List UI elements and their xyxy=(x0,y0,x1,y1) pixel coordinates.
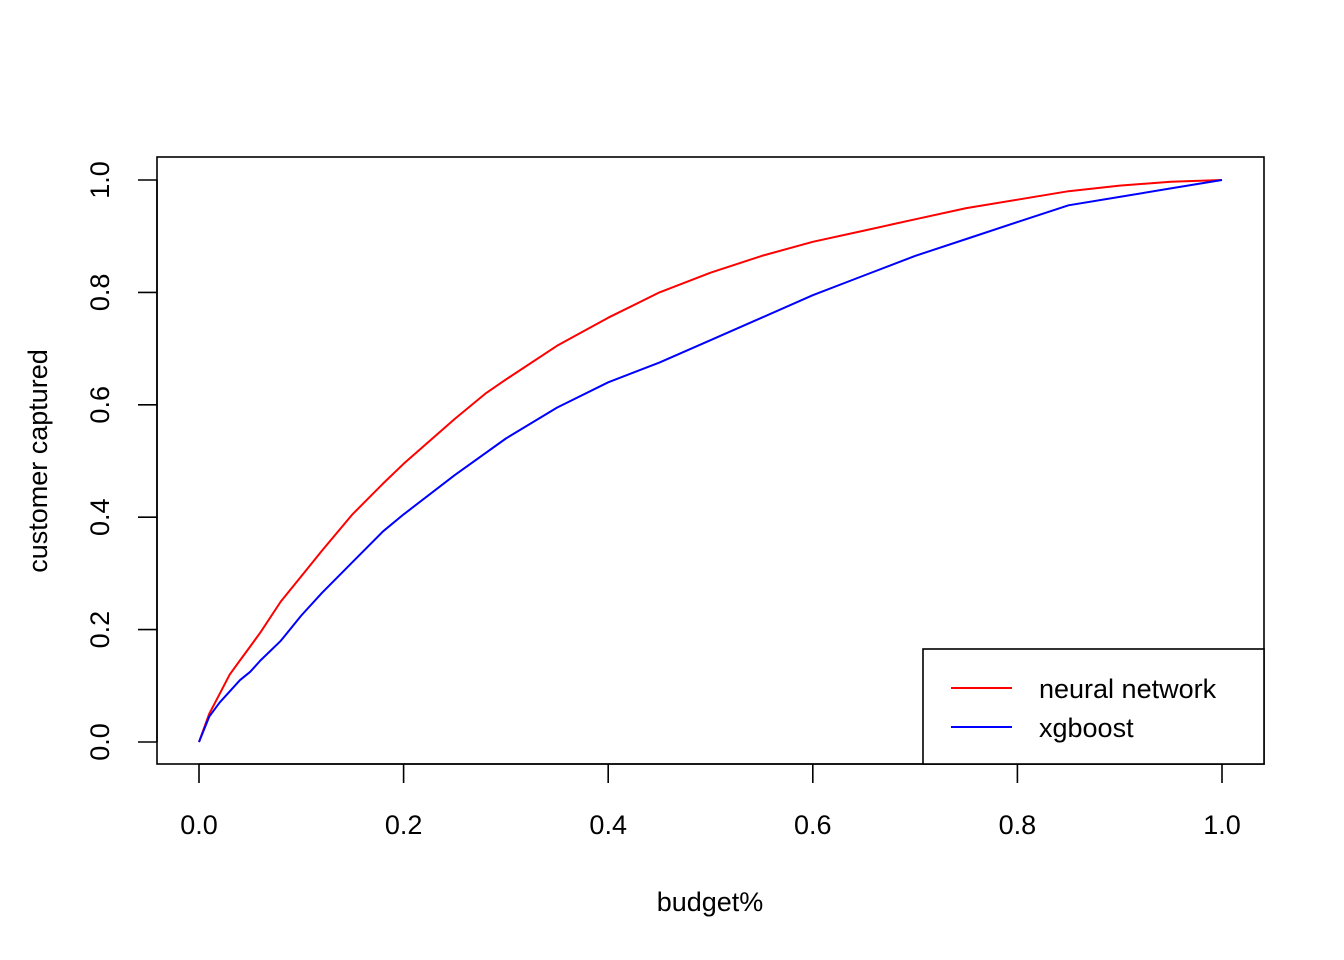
x-tick-label: 1.0 xyxy=(1203,810,1241,840)
legend-label-xgboost: xgboost xyxy=(1039,713,1134,743)
legend: neural network xgboost xyxy=(922,648,1265,765)
y-tick-label: 0.2 xyxy=(85,611,115,649)
legend-box xyxy=(922,648,1265,765)
y-axis-title: customer captured xyxy=(23,349,53,573)
x-axis: 0.0 0.2 0.4 0.6 0.8 1.0 xyxy=(180,763,1241,840)
series-layer xyxy=(198,179,1223,743)
x-tick-label: 0.0 xyxy=(180,810,218,840)
x-tick-label: 0.2 xyxy=(385,810,423,840)
y-tick-label: 0.4 xyxy=(85,498,115,536)
y-tick-label: 1.0 xyxy=(85,161,115,199)
x-tick-label: 0.6 xyxy=(794,810,832,840)
y-tick-label: 0.6 xyxy=(85,386,115,424)
series-line-xgboost xyxy=(198,179,1223,743)
x-axis-title: budget% xyxy=(657,887,764,917)
y-axis: 0.0 0.2 0.4 0.6 0.8 1.0 xyxy=(85,161,158,761)
x-tick-label: 0.4 xyxy=(589,810,627,840)
series-line-neural-network xyxy=(198,179,1223,743)
y-tick-label: 0.0 xyxy=(85,723,115,761)
x-tick-label: 0.8 xyxy=(999,810,1037,840)
legend-label-neural-network: neural network xyxy=(1039,674,1217,704)
y-tick-label: 0.8 xyxy=(85,274,115,312)
